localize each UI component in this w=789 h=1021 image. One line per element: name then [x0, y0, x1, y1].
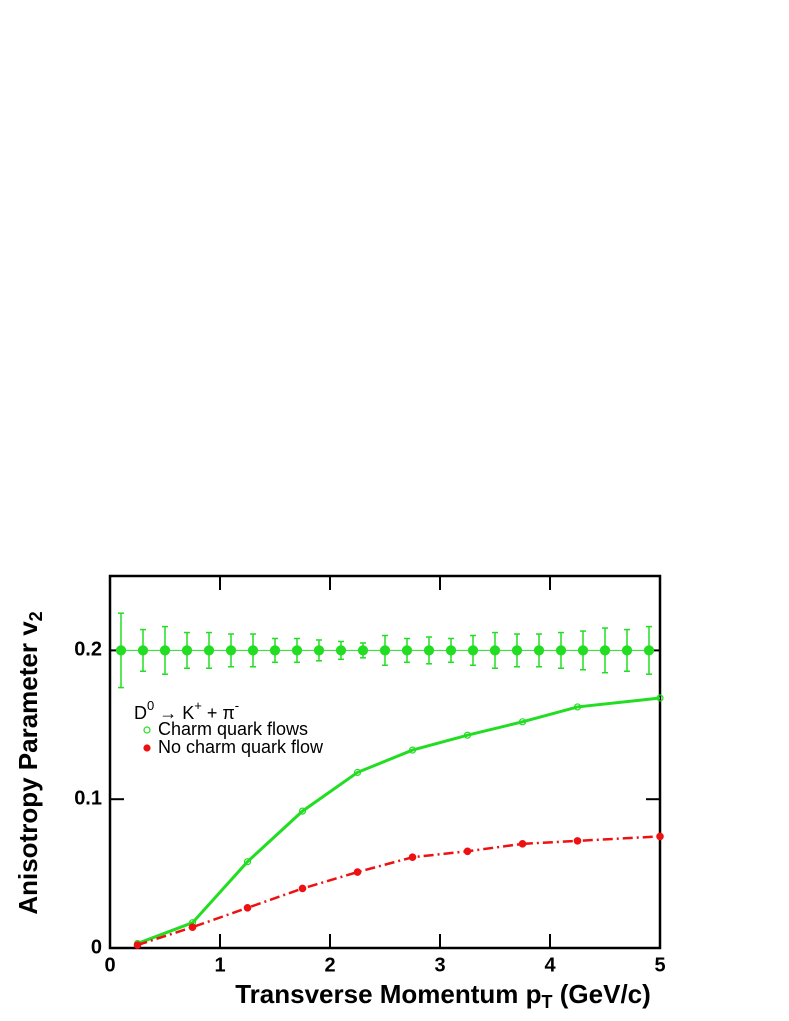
y-tick-label: 0.2: [74, 639, 102, 661]
y-title-part: Anisotropy Parameter v: [13, 621, 43, 915]
data-point: [573, 837, 582, 845]
data-point: [489, 645, 501, 656]
data-point: [243, 858, 252, 866]
data-point: [656, 694, 664, 702]
data-point: [533, 645, 545, 656]
series-line: [136, 696, 661, 945]
data-point: [379, 645, 391, 656]
x-tick-label: 3: [434, 954, 445, 976]
data-point: [401, 645, 413, 656]
x-title-sub: T: [542, 992, 553, 1012]
data-point: [313, 645, 325, 656]
data-point: [335, 645, 347, 656]
data-point: [133, 941, 142, 949]
series-line: [137, 835, 661, 947]
data-point: [247, 645, 259, 656]
data-point: [203, 645, 215, 656]
y-tick-label: 0: [91, 936, 102, 958]
data-point: [353, 768, 362, 777]
x-tick-label: 0: [104, 954, 115, 976]
legend-label: No charm quark flow: [158, 737, 324, 757]
data-point: [243, 904, 252, 912]
x-title-part: (GeV/c): [553, 979, 651, 1009]
data-point: [115, 645, 127, 656]
data-point: [463, 731, 472, 739]
legend-label: Charm quark flows: [158, 719, 308, 739]
data-point: [573, 703, 582, 711]
x-tick-label: 4: [544, 954, 556, 976]
data-point: [181, 645, 193, 656]
data-point: [137, 645, 149, 656]
data-point: [656, 832, 664, 841]
data-point: [463, 847, 472, 856]
data-point: [408, 746, 417, 754]
data-point: [518, 718, 527, 726]
data-point: [225, 645, 237, 656]
legend-title: D0 → K+ + π-: [134, 698, 239, 722]
x-tick-label: 2: [324, 954, 335, 976]
data-point: [408, 853, 417, 862]
x-tick-label: 1: [214, 954, 225, 976]
data-point: [298, 884, 307, 893]
data-point: [555, 645, 567, 656]
data-point: [445, 645, 457, 656]
data-point: [291, 645, 303, 656]
legend-title-part: D: [134, 703, 147, 723]
legend-marker: [143, 744, 151, 752]
data-point: [599, 645, 611, 656]
data-point: [577, 645, 589, 656]
legend-title-part: → K: [154, 703, 194, 723]
plot-frame: [108, 574, 662, 950]
y-title-sub: 2: [26, 611, 46, 621]
data-point: [298, 807, 307, 815]
data-point: [511, 645, 523, 656]
legend-title-sup: 0: [147, 698, 154, 713]
legend-title-sup: -: [235, 698, 239, 713]
data-point: [357, 645, 369, 656]
data-point: [159, 645, 171, 656]
data-point: [467, 645, 479, 656]
legend-title-sup: +: [194, 698, 202, 713]
legend-marker: [143, 726, 151, 734]
y-axis-title: Anisotropy Parameter v2: [13, 611, 46, 914]
x-title-part: Transverse Momentum p: [235, 979, 541, 1009]
y-tick-label: 0.1: [74, 787, 102, 809]
data-point: [353, 868, 362, 876]
data-point: [269, 645, 281, 656]
x-axis-title: Transverse Momentum pT (GeV/c): [235, 979, 651, 1012]
data-point: [643, 645, 655, 656]
data-point: [188, 923, 197, 931]
data-point: [518, 840, 527, 848]
legend-title-part: + π: [202, 703, 235, 723]
data-point: [621, 645, 633, 656]
data-point: [423, 645, 435, 656]
x-tick-label: 5: [654, 954, 665, 976]
